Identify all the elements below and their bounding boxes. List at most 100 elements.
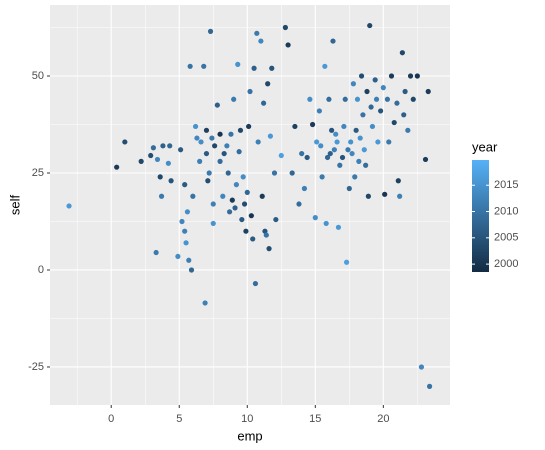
point [369,123,376,130]
point [254,30,260,36]
point [259,193,265,199]
point [354,96,361,102]
point [414,73,420,79]
point [138,158,144,164]
point [255,139,261,145]
x-tick-label: 0 [108,413,114,425]
point [160,143,166,149]
point [233,182,239,188]
y-axis-label: self [7,194,22,215]
point [220,193,226,199]
point [323,220,329,227]
point [312,215,318,221]
colorbar-label: 2010 [494,205,518,217]
colorbar-label: 2000 [494,258,518,270]
point [188,267,195,273]
point [243,228,249,234]
y-tick-label: 0 [38,264,44,276]
point [251,65,257,71]
point [363,162,369,168]
point [154,156,161,163]
point [345,147,351,153]
point [405,127,411,133]
point [304,154,310,161]
x-tick-label: 5 [176,413,182,425]
point [278,152,284,159]
point [226,209,233,215]
point [341,123,347,130]
point [358,73,365,79]
point [292,123,298,130]
point [299,150,305,157]
point [333,131,339,137]
point [375,139,381,145]
point [324,154,331,161]
point [365,193,371,199]
point [202,300,208,306]
point [397,193,403,199]
point [168,178,174,184]
x-tick-label: 15 [309,413,321,425]
point [184,209,191,215]
point [229,197,235,203]
point [352,174,358,180]
point [322,63,328,69]
point [258,38,264,44]
point [201,63,207,69]
point [235,61,241,67]
point [250,236,256,242]
point [353,127,359,133]
point [198,139,204,145]
point [190,193,196,199]
point [186,257,192,263]
x-tick-label: 20 [377,413,389,425]
point [209,135,215,141]
point [66,203,72,209]
panel [50,5,450,405]
point [285,42,291,48]
point [342,96,348,102]
point [331,147,337,153]
point [407,73,414,79]
point [316,108,322,114]
point [228,131,234,137]
point [203,127,210,133]
point [319,174,325,180]
point [182,228,188,234]
point [307,96,313,102]
point [265,81,271,87]
x-axis-label: emp [237,428,262,443]
point [148,152,154,159]
y-tick-label: 25 [32,167,44,179]
point [165,160,171,166]
point [239,216,245,223]
point [296,201,302,207]
point [273,216,279,223]
point [267,133,274,139]
point [179,218,185,225]
grid [50,5,450,405]
colorbar-label: 2015 [494,179,518,191]
point [236,149,242,155]
point [401,112,407,118]
point [367,22,373,29]
point [194,135,200,141]
point [318,143,324,149]
point [349,150,355,157]
point [282,24,288,31]
point [225,170,231,176]
point [266,246,272,252]
point [158,193,165,199]
point [361,147,367,153]
point [114,164,120,170]
point [356,158,362,164]
point [210,201,216,207]
point [150,145,157,151]
point [382,191,388,197]
point [337,162,343,168]
point [378,108,384,114]
point [183,240,189,246]
point [210,220,216,227]
points [66,22,433,389]
